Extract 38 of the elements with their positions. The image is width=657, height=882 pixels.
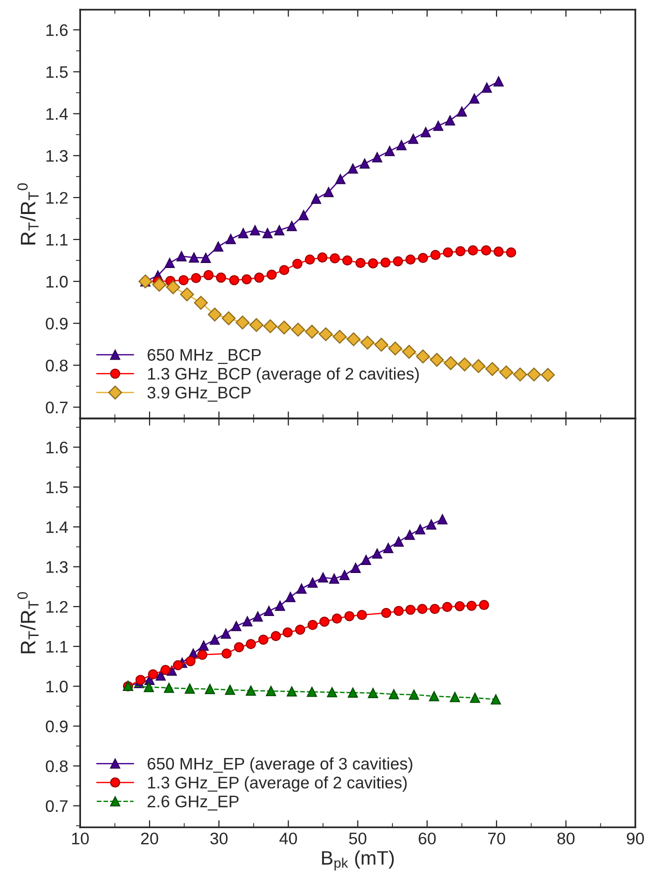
x-axis-title: B$_{pk}$ (mT) <box>322 850 394 870</box>
x-tick-label: 60 <box>418 832 436 844</box>
legend-label: 1.3 GHz_BCP (average of 2 cavities) <box>148 367 419 383</box>
y-tick-label: 1.5 <box>46 66 68 78</box>
legend-label: 2.6 GHz_EP <box>148 796 239 811</box>
y-tick-label: 1.1 <box>46 640 68 652</box>
y-tick-label: 1.4 <box>46 521 68 533</box>
y-tick-label: 1.6 <box>46 24 68 36</box>
legend-label: 3.9 GHz_BCP <box>147 386 251 402</box>
y-tick-label: 0.7 <box>46 402 68 414</box>
x-tick-label: 10 <box>72 832 89 844</box>
y-axis-title: R$_{T}$/R$_{T}$$^{0}$ <box>17 592 39 654</box>
x-tick-label: 90 <box>626 832 644 844</box>
x-tick-label: 70 <box>488 832 506 844</box>
y-tick-label: 0.8 <box>46 760 68 772</box>
y-tick-label: 1.3 <box>46 561 68 573</box>
x-tick-label: 80 <box>557 832 575 844</box>
legend-label: 1.3 GHz_EP (average of 2 cavities) <box>148 776 407 792</box>
y-tick-label: 0.8 <box>46 360 68 372</box>
x-tick-label: 50 <box>349 832 366 844</box>
legend-label: 650 MHz _BCP <box>148 349 261 364</box>
y-tick-label: 0.9 <box>46 318 68 330</box>
y-tick-label: 1.4 <box>46 108 68 120</box>
y-tick-label: 1.2 <box>46 192 68 204</box>
x-tick-label: 40 <box>279 832 297 844</box>
y-tick-label: 0.7 <box>46 800 68 812</box>
y-tick-label: 1.2 <box>46 600 68 613</box>
legend-label: 650 MHz_EP (average of 3 cavities) <box>148 757 412 773</box>
y-tick-label: 1.5 <box>46 482 68 494</box>
x-tick-label: 20 <box>141 832 158 844</box>
y-tick-label: 0.9 <box>46 720 68 732</box>
y-axis-title: R$_{T}$/R$_{T}$$^{0}$ <box>17 183 39 244</box>
y-tick-label: 1.0 <box>46 680 68 692</box>
y-tick-label: 1.1 <box>46 234 68 246</box>
y-tick-label: 1.6 <box>46 442 68 454</box>
y-tick-label: 1.3 <box>46 150 68 162</box>
y-tick-label: 1.0 <box>46 276 68 288</box>
x-tick-label: 30 <box>210 832 228 844</box>
